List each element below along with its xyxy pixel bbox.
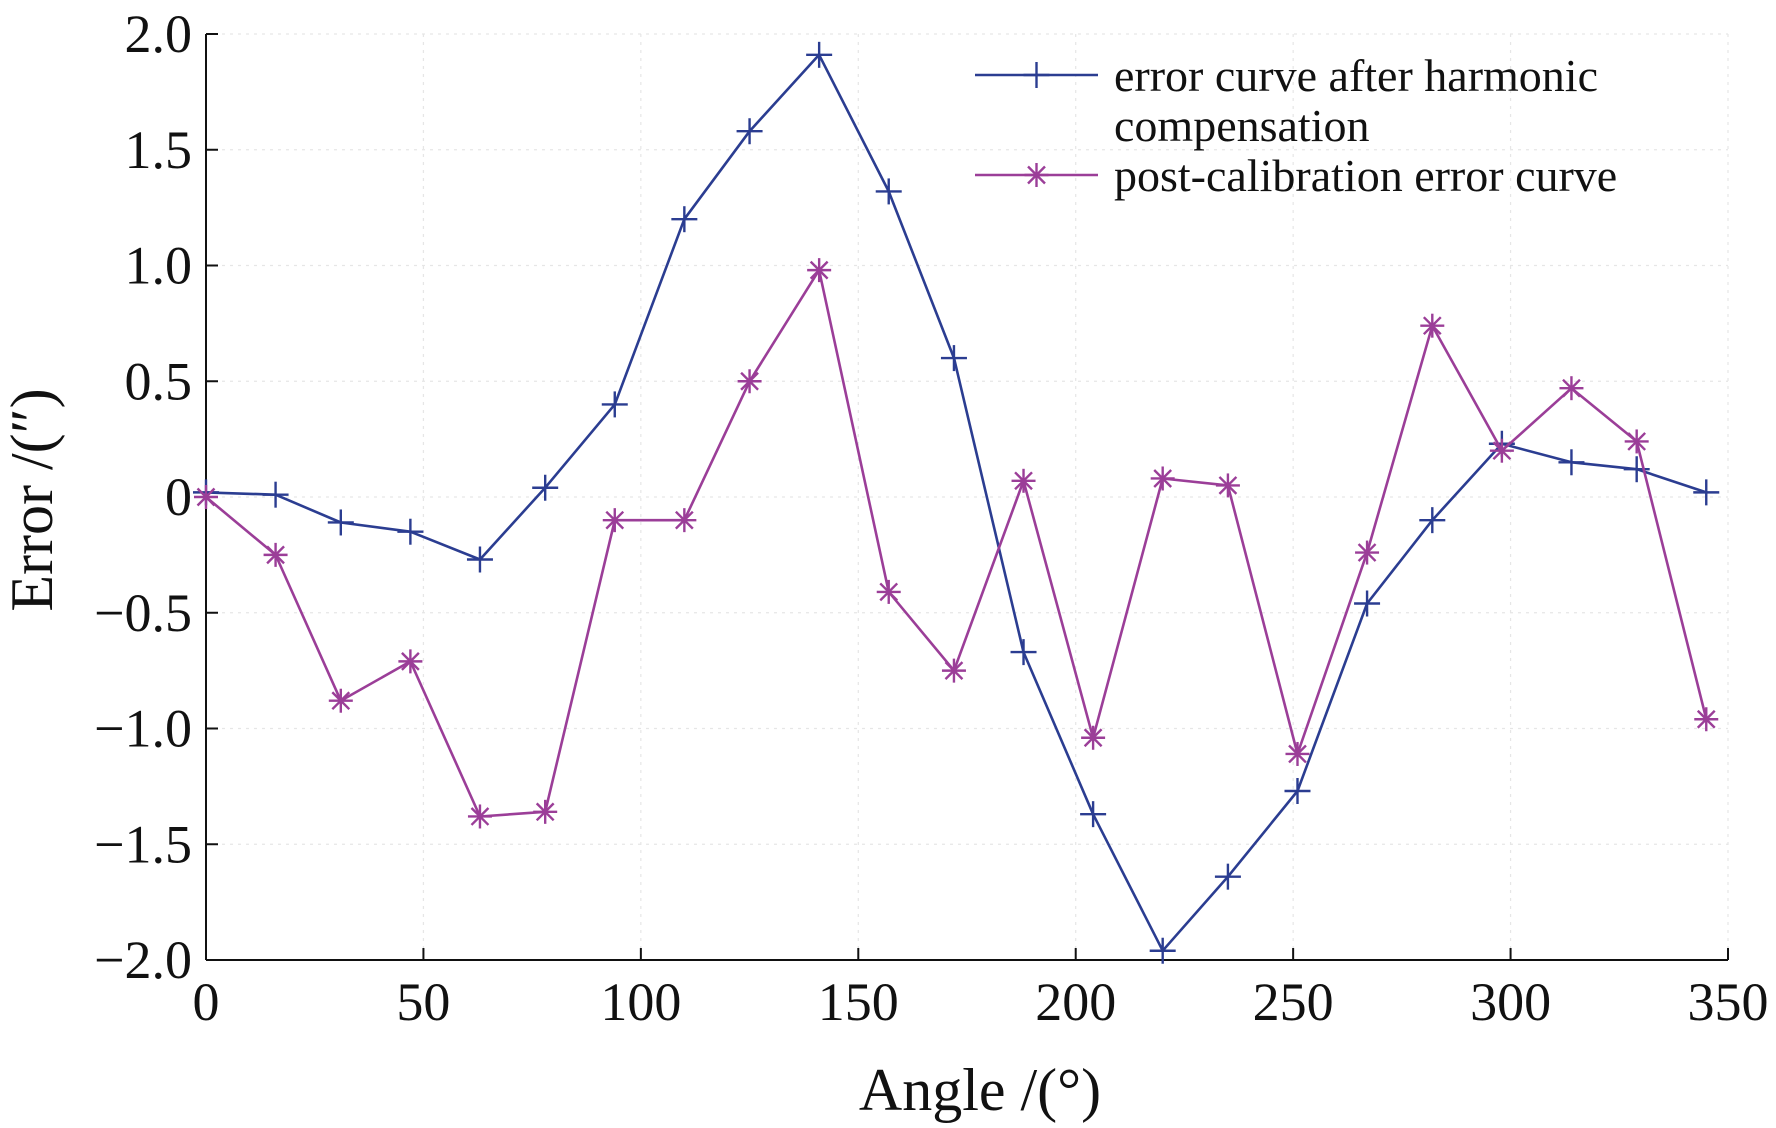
data-point [1355,540,1380,565]
data-point [532,474,559,501]
data-point [601,391,628,418]
data-point [1558,449,1585,476]
data-point [262,481,289,508]
legend-label: error curve after harmonic [1114,50,1598,101]
data-point [1080,801,1107,828]
series-1 [193,41,1720,964]
x-tick-label: 0 [193,972,220,1032]
y-tick-label: 0 [165,467,192,527]
x-tick-label: 100 [600,972,681,1032]
legend-marker [1023,62,1050,88]
data-point [1284,778,1311,805]
data-point [941,658,966,683]
data-point [397,518,424,545]
y-tick-label: −1.0 [94,699,192,759]
data-point [467,804,492,829]
x-tick-label: 150 [818,972,899,1032]
y-tick-label: 0.5 [125,351,193,411]
data-point [737,369,762,394]
x-tick-label: 300 [1470,972,1551,1032]
data-point [1693,479,1720,506]
data-point [736,118,763,145]
data-point [1215,473,1240,498]
data-point [1559,376,1584,401]
series-2 [194,258,1719,829]
y-tick-label: 1.0 [125,236,193,296]
y-tick-label: −2.0 [94,930,192,990]
data-point [1419,507,1446,534]
data-point [1010,639,1037,666]
data-point [327,509,354,536]
data-point [671,206,698,233]
data-point [194,485,218,509]
x-tick-label: 350 [1688,972,1769,1032]
data-point [602,508,627,533]
y-tick-label: −0.5 [94,583,192,643]
data-point [263,542,288,567]
x-tick-label: 50 [396,972,450,1032]
y-axis-title: Error /(″) [0,388,65,611]
data-point [1214,863,1241,890]
legend-label: compensation [1114,100,1370,151]
x-tick-label: 200 [1035,972,1116,1032]
data-point [940,345,967,372]
y-tick-label: 1.5 [125,120,193,180]
data-point [807,258,832,283]
data-point [806,41,833,68]
data-point [328,688,353,713]
data-point [1081,725,1106,750]
x-axis-title: Angle /(°) [859,1057,1101,1123]
data-point [1149,937,1176,964]
data-point [1354,590,1381,617]
data-point [1489,438,1514,463]
y-tick-label: 2.0 [125,4,193,64]
legend-label: post-calibration error curve [1114,150,1617,201]
data-point [1285,741,1310,766]
data-series [193,41,1720,964]
y-tick-label: −1.5 [94,814,192,874]
legend-entry-2: post-calibration error curve [975,150,1617,201]
data-point [875,178,902,205]
data-point [466,546,493,573]
tick-labels: 0 50 100 150 200 250 300 350 2.0 1.5 1.0 0.5 0 −0.5 −1… [94,4,1768,1032]
data-point [672,508,697,533]
data-point [398,649,423,674]
legend: error curve after harmoniccompensationpo… [975,50,1617,201]
data-point [876,579,901,604]
data-point [1624,429,1649,454]
data-point [1150,466,1175,491]
data-point [1420,313,1445,338]
data-point [533,799,558,824]
x-tick-label: 250 [1253,972,1334,1032]
data-point [1011,468,1036,493]
legend-marker [1024,163,1049,187]
data-point [1623,456,1650,483]
data-point [1694,707,1719,732]
series-line [205,268,1708,818]
